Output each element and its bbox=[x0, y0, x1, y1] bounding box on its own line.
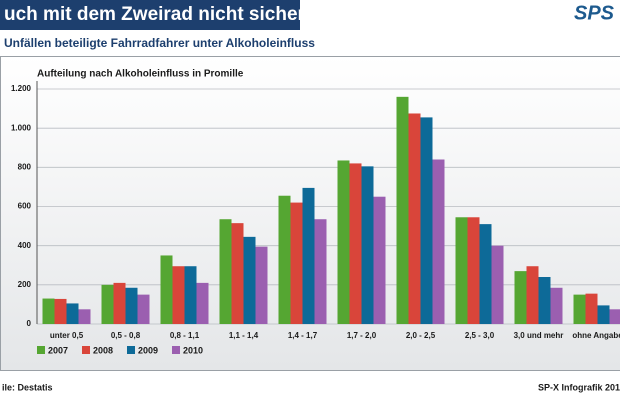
bar bbox=[161, 255, 173, 324]
bar bbox=[433, 160, 445, 325]
legend-label: 2007 bbox=[48, 345, 68, 355]
bar bbox=[362, 166, 374, 324]
bar bbox=[539, 277, 551, 324]
y-tick-label: 400 bbox=[18, 241, 32, 250]
bar bbox=[551, 288, 563, 324]
x-tick-label: ohne Angabe bbox=[572, 331, 620, 340]
y-tick-label: 200 bbox=[18, 280, 32, 289]
source: ile: Destatis bbox=[2, 382, 53, 392]
bar bbox=[138, 295, 150, 324]
bar bbox=[79, 309, 91, 324]
x-tick-label: 1,1 - 1,4 bbox=[229, 331, 259, 340]
legend-label: 2008 bbox=[93, 345, 113, 355]
chart-title: Aufteilung nach Alkoholeinfluss in Promi… bbox=[37, 69, 244, 80]
bar bbox=[173, 266, 185, 324]
bar bbox=[232, 223, 244, 324]
y-tick-label: 0 bbox=[27, 319, 32, 328]
x-tick-label: 0,5 - 0,8 bbox=[111, 331, 141, 340]
y-tick-label: 1.000 bbox=[11, 123, 32, 132]
legend-swatch bbox=[37, 346, 45, 354]
bar bbox=[102, 285, 114, 324]
bar bbox=[197, 283, 209, 324]
bar bbox=[527, 266, 539, 324]
bar bbox=[55, 299, 67, 324]
x-tick-label: 3,0 und mehr bbox=[514, 331, 564, 340]
legend-swatch bbox=[127, 346, 135, 354]
subtitle: Unfällen beteiligte Fahrradfahrer unter … bbox=[4, 36, 315, 50]
legend-swatch bbox=[82, 346, 90, 354]
bar bbox=[586, 294, 598, 324]
bar bbox=[374, 197, 386, 324]
bar bbox=[114, 283, 126, 324]
bar bbox=[515, 271, 527, 324]
bar bbox=[409, 113, 421, 324]
bar bbox=[421, 117, 433, 324]
x-tick-label: 1,4 - 1,7 bbox=[288, 331, 318, 340]
bar bbox=[291, 203, 303, 324]
bar bbox=[67, 303, 79, 324]
bar bbox=[480, 224, 492, 324]
bar bbox=[610, 309, 620, 324]
x-tick-label: 1,7 - 2,0 bbox=[347, 331, 377, 340]
bar bbox=[468, 217, 480, 324]
legend-label: 2010 bbox=[183, 345, 203, 355]
logo: SPS bbox=[574, 2, 615, 24]
bar bbox=[185, 266, 197, 324]
legend-label: 2009 bbox=[138, 345, 158, 355]
bar bbox=[256, 247, 268, 324]
bar bbox=[126, 288, 138, 324]
bar bbox=[492, 246, 504, 324]
bar bbox=[456, 217, 468, 324]
bar bbox=[303, 188, 315, 324]
bar bbox=[598, 305, 610, 324]
bar bbox=[574, 295, 586, 324]
x-tick-label: 0,8 - 1,1 bbox=[170, 331, 200, 340]
credit: SP-X Infografik 201 bbox=[538, 382, 620, 392]
bar bbox=[338, 160, 350, 324]
y-tick-label: 1.200 bbox=[11, 84, 32, 93]
x-tick-label: 2,5 - 3,0 bbox=[465, 331, 495, 340]
bar bbox=[279, 196, 291, 324]
title: uch mit dem Zweirad nicht sicher bbox=[4, 4, 306, 25]
bar bbox=[244, 237, 256, 324]
x-tick-label: unter 0,5 bbox=[50, 331, 84, 340]
bar bbox=[220, 219, 232, 324]
y-tick-label: 600 bbox=[18, 202, 32, 211]
legend-swatch bbox=[172, 346, 180, 354]
bar bbox=[43, 299, 55, 324]
bar bbox=[397, 97, 409, 324]
bar bbox=[350, 163, 362, 324]
x-tick-label: 2,0 - 2,5 bbox=[406, 331, 436, 340]
y-tick-label: 800 bbox=[18, 162, 32, 171]
bar bbox=[315, 219, 327, 324]
